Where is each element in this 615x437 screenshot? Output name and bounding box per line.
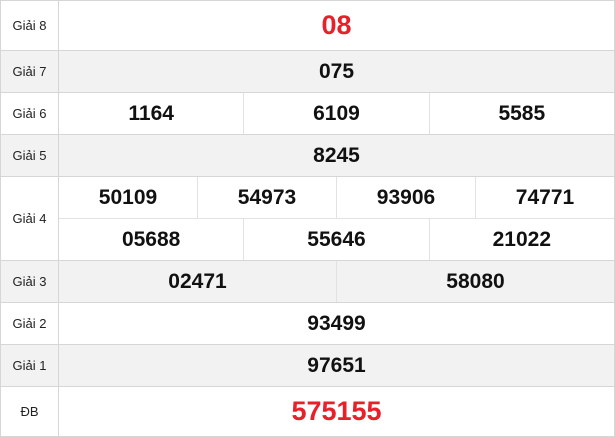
prize-row-4: Giải 4 50109 54973 93906 74771 05688 55646 21… <box>0 176 615 261</box>
prize-number: 54973 <box>197 177 336 218</box>
prize-number: 5585 <box>428 93 614 134</box>
prize-label: Giải 2 <box>0 302 59 345</box>
prize-label: Giải 4 <box>0 176 59 261</box>
prize-number: 075 <box>58 50 615 93</box>
prize-row-special: ĐB 575155 <box>0 386 615 437</box>
prize-label: Giải 6 <box>0 92 59 135</box>
prize-number: 97651 <box>58 344 615 387</box>
prize-number: 08 <box>58 0 615 51</box>
prize-number: 21022 <box>428 219 614 260</box>
prize-row-5: Giải 5 8245 <box>0 134 615 177</box>
prize-label: Giải 3 <box>0 260 59 303</box>
prize-number: 55646 <box>243 219 428 260</box>
prize-row-8: Giải 8 08 <box>0 0 615 51</box>
prize-number: 1164 <box>128 101 174 125</box>
prize-label: Giải 7 <box>0 50 59 93</box>
prize-row-2: Giải 2 93499 <box>0 302 615 345</box>
prize-number: 02471 <box>168 269 227 293</box>
prize-number: 8245 <box>58 134 615 177</box>
prize-row-6: Giải 6 1164 6109 5585 <box>0 92 615 135</box>
prize-number: 50109 <box>98 185 158 209</box>
prize-number: 93906 <box>336 177 475 218</box>
special-prize-number: 575155 <box>58 386 615 437</box>
prize-number: 05688 <box>121 227 181 251</box>
prize-row-1: Giải 1 97651 <box>0 344 615 387</box>
prize-label: ĐB <box>0 386 59 437</box>
prize-label: Giải 5 <box>0 134 59 177</box>
prize-number: 58080 <box>336 261 614 302</box>
prize-number: 93499 <box>58 302 615 345</box>
prize-label: Giải 1 <box>0 344 59 387</box>
prize-number: 74771 <box>475 177 614 218</box>
prize-row-7: Giải 7 075 <box>0 50 615 93</box>
prize-number: 6109 <box>243 93 428 134</box>
prize-row-3: Giải 3 02471 58080 <box>0 260 615 303</box>
prize-label: Giải 8 <box>0 0 59 51</box>
